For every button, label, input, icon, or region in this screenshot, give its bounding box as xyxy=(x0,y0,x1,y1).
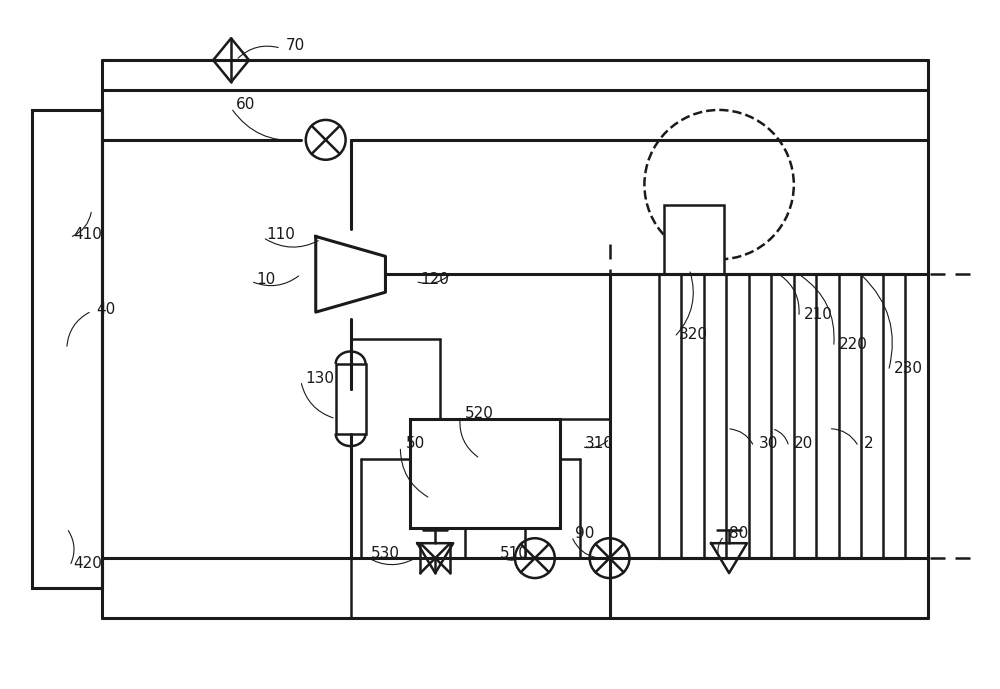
Text: 80: 80 xyxy=(729,526,748,541)
Bar xyxy=(883,274,905,558)
Text: 420: 420 xyxy=(74,555,103,570)
Text: 70: 70 xyxy=(286,38,305,53)
Text: 220: 220 xyxy=(839,336,868,351)
Bar xyxy=(336,364,366,433)
Bar xyxy=(794,274,816,558)
Bar xyxy=(659,274,681,558)
Text: 520: 520 xyxy=(465,407,494,421)
Text: 310: 310 xyxy=(585,436,614,451)
Text: 2: 2 xyxy=(864,436,873,451)
Text: 40: 40 xyxy=(97,302,116,317)
Text: 10: 10 xyxy=(256,271,275,287)
Bar xyxy=(410,419,560,528)
Text: 510: 510 xyxy=(500,546,529,561)
Text: 130: 130 xyxy=(306,371,335,387)
Text: 90: 90 xyxy=(575,526,594,541)
Circle shape xyxy=(306,120,346,160)
Text: 110: 110 xyxy=(266,227,295,242)
Text: 30: 30 xyxy=(759,436,778,451)
Text: 20: 20 xyxy=(794,436,813,451)
Circle shape xyxy=(590,538,629,578)
Bar xyxy=(32,110,102,588)
Text: 50: 50 xyxy=(405,436,425,451)
Text: 410: 410 xyxy=(74,227,103,242)
Text: 210: 210 xyxy=(804,307,833,322)
Circle shape xyxy=(515,538,555,578)
Text: 230: 230 xyxy=(893,362,922,376)
Text: 530: 530 xyxy=(371,546,400,561)
Text: 320: 320 xyxy=(679,327,708,342)
Bar xyxy=(839,274,861,558)
Text: 60: 60 xyxy=(236,97,255,112)
Bar xyxy=(704,274,726,558)
Bar xyxy=(664,205,724,274)
Bar xyxy=(749,274,771,558)
Text: 120: 120 xyxy=(420,271,449,287)
